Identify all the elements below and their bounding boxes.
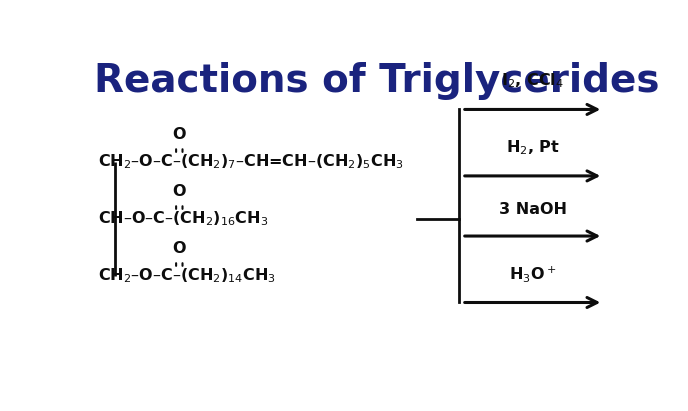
Text: O: O: [173, 241, 186, 256]
Text: Reactions of Triglycerides: Reactions of Triglycerides: [94, 62, 660, 100]
Text: CH–O–C–(CH$_2$)$_{16}$CH$_3$: CH–O–C–(CH$_2$)$_{16}$CH$_3$: [98, 209, 268, 228]
Text: H$_2$, Pt: H$_2$, Pt: [506, 138, 559, 157]
Text: O: O: [173, 184, 186, 199]
Text: 3 NaOH: 3 NaOH: [499, 202, 566, 217]
Text: I$_2$, CCl$_4$: I$_2$, CCl$_4$: [501, 72, 564, 90]
Text: O: O: [173, 127, 186, 142]
Text: CH$_2$–O–C–(CH$_2$)$_7$–CH=CH–(CH$_2$)$_5$CH$_3$: CH$_2$–O–C–(CH$_2$)$_7$–CH=CH–(CH$_2$)$_…: [98, 152, 403, 171]
Text: H$_3$O$^+$: H$_3$O$^+$: [509, 263, 556, 284]
Text: CH$_2$–O–C–(CH$_2$)$_{14}$CH$_3$: CH$_2$–O–C–(CH$_2$)$_{14}$CH$_3$: [98, 266, 276, 285]
